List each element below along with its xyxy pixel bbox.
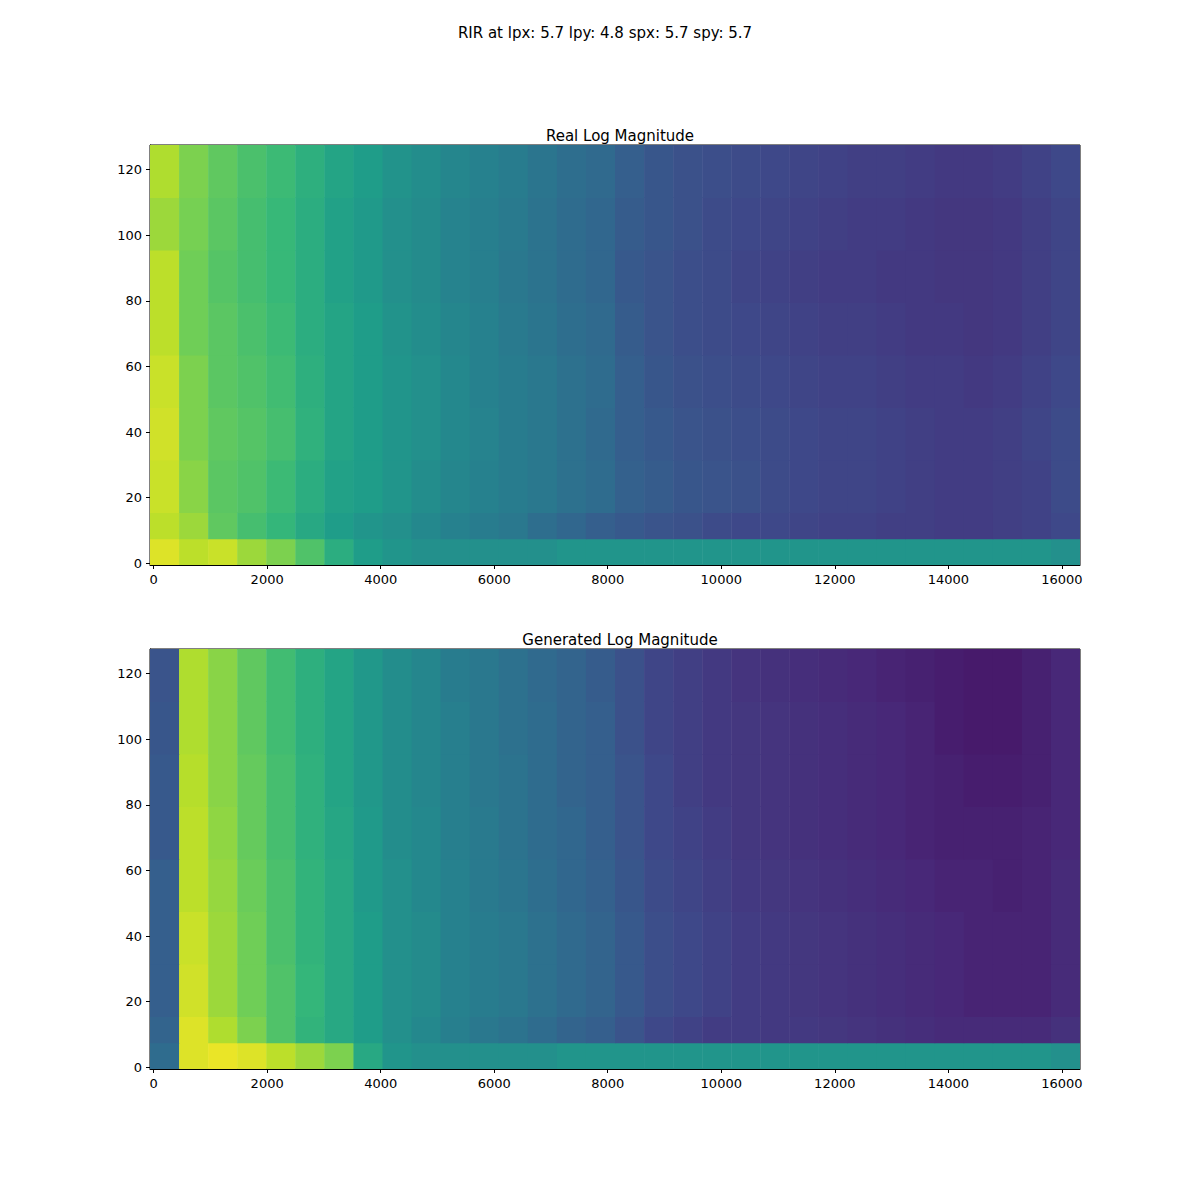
svg-text:60: 60: [125, 359, 142, 374]
svg-text:100: 100: [117, 732, 142, 747]
svg-text:10000: 10000: [701, 572, 742, 587]
svg-text:8000: 8000: [591, 1076, 624, 1091]
svg-text:0: 0: [134, 556, 142, 571]
svg-text:20: 20: [125, 490, 142, 505]
svg-text:0: 0: [149, 1076, 157, 1091]
svg-text:0: 0: [134, 1060, 142, 1075]
svg-text:6000: 6000: [478, 1076, 511, 1091]
svg-text:120: 120: [117, 666, 142, 681]
svg-text:4000: 4000: [364, 1076, 397, 1091]
svg-text:8000: 8000: [591, 572, 624, 587]
svg-text:20: 20: [125, 994, 142, 1009]
svg-text:12000: 12000: [814, 1076, 855, 1091]
svg-text:80: 80: [125, 293, 142, 308]
svg-text:80: 80: [125, 797, 142, 812]
svg-text:6000: 6000: [478, 572, 511, 587]
svg-text:16000: 16000: [1041, 1076, 1082, 1091]
svg-text:10000: 10000: [701, 1076, 742, 1091]
svg-text:60: 60: [125, 863, 142, 878]
svg-text:4000: 4000: [364, 572, 397, 587]
svg-text:16000: 16000: [1041, 572, 1082, 587]
svg-text:12000: 12000: [814, 572, 855, 587]
svg-text:40: 40: [125, 929, 142, 944]
svg-text:Generated Log Magnitude: Generated Log Magnitude: [522, 631, 717, 649]
svg-text:100: 100: [117, 228, 142, 243]
svg-text:14000: 14000: [928, 1076, 969, 1091]
svg-text:RIR at lpx: 5.7 lpy: 4.8 spx:: RIR at lpx: 5.7 lpy: 4.8 spx: 5.7 spy: 5…: [458, 24, 752, 42]
svg-text:40: 40: [125, 425, 142, 440]
svg-text:14000: 14000: [928, 572, 969, 587]
svg-text:Real Log Magnitude: Real Log Magnitude: [546, 127, 694, 145]
svg-text:2000: 2000: [251, 572, 284, 587]
svg-text:2000: 2000: [251, 1076, 284, 1091]
svg-text:120: 120: [117, 162, 142, 177]
svg-text:0: 0: [149, 572, 157, 587]
